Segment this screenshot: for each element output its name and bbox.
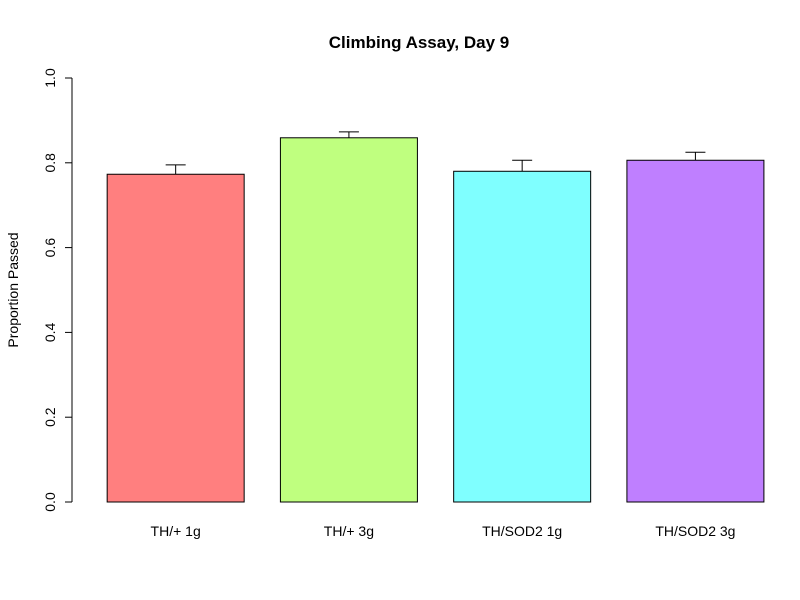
bar <box>626 159 765 503</box>
x-category-label: TH/SOD2 3g <box>655 523 735 539</box>
y-tick-label: 0.6 <box>42 238 58 258</box>
y-tick-label: 0.0 <box>42 492 58 512</box>
x-category-label: TH/+ 3g <box>324 523 374 539</box>
y-tick-label: 1.0 <box>42 68 58 88</box>
y-axis-ticks: 0.0 0.2 0.4 0.6 0.8 1.0 <box>42 68 72 512</box>
error-bars <box>165 131 706 175</box>
y-axis-label: Proportion Passed <box>5 232 21 347</box>
y-tick-label: 0.8 <box>42 153 58 173</box>
bars <box>106 137 765 503</box>
bar <box>106 173 245 503</box>
chart-title: Climbing Assay, Day 9 <box>329 33 509 52</box>
y-tick-label: 0.4 <box>42 322 58 342</box>
x-category-label: TH/+ 1g <box>151 523 201 539</box>
bar <box>279 137 418 503</box>
bar <box>453 170 592 503</box>
y-tick-label: 0.2 <box>42 407 58 427</box>
x-axis-labels: TH/+ 1g TH/+ 3g TH/SOD2 1g TH/SOD2 3g <box>151 523 736 539</box>
x-category-label: TH/SOD2 1g <box>482 523 562 539</box>
